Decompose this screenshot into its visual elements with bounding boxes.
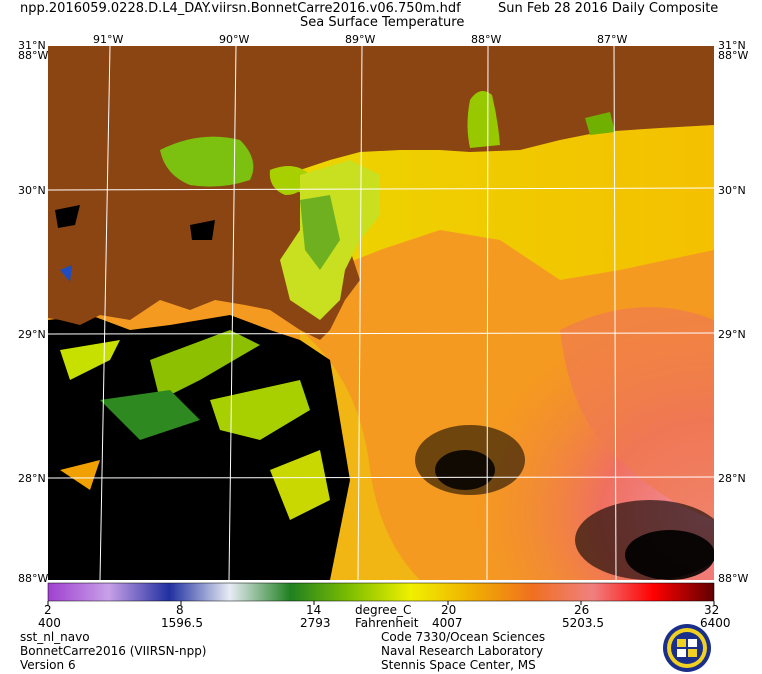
lat-tick-label: 30°N <box>718 184 746 197</box>
pensacola-bay <box>585 112 615 135</box>
colorbar-tick-c: 20 <box>441 603 457 617</box>
corner-label: 31°N <box>18 39 46 52</box>
lat-tick-label: 28°N <box>18 472 46 485</box>
lake-borgne <box>269 166 310 195</box>
lon-tick-labels: 91°W 90°W 89°W 88°W 87°W <box>93 33 627 46</box>
corner-label: 88°W <box>718 49 748 62</box>
colorbar-tick-c: 32 <box>704 603 720 617</box>
lon-tick-label: 88°W <box>471 33 501 46</box>
colorbar-tick-f: 400 <box>38 616 61 630</box>
inland-water <box>190 220 215 240</box>
footer-left-line: BonnetCarre2016 (VIIRSN-npp) <box>20 644 207 658</box>
header-filename: npp.2016059.0228.D.L4_DAY.viirsn.BonnetC… <box>20 1 461 16</box>
inland-water <box>55 205 80 228</box>
colorbar-tick-c: 26 <box>574 603 590 617</box>
corner-label: 88°W <box>718 572 748 585</box>
lat-tick-labels: 30°N 29°N 28°N 30°N 29°N 28°N <box>18 184 746 485</box>
footer-left-line: Version 6 <box>20 658 76 672</box>
data-streak <box>100 390 200 440</box>
colorbar-ticks <box>47 601 715 605</box>
header-product: Sea Surface Temperature <box>300 15 465 30</box>
inland-water <box>60 265 72 282</box>
lon-tick-label: 91°W <box>93 33 123 46</box>
lat-tick-label: 29°N <box>18 328 46 341</box>
colorbar-tick-f: 4007 <box>432 616 463 630</box>
data-streak <box>210 380 310 440</box>
navy-seal-icon <box>663 624 711 672</box>
lon-tick-label: 87°W <box>597 33 627 46</box>
colorbar-unit-secondary: Fahrenheit <box>355 616 419 630</box>
map-image <box>48 46 714 580</box>
colorbar-tick-f: 2793 <box>300 616 331 630</box>
delta-marsh <box>300 195 340 270</box>
footer-left-line: sst_nl_navo <box>20 630 90 644</box>
corner-labels: 31°N 88°W 31°N 88°W 88°W 88°W <box>18 39 748 585</box>
lake-pontchartrain <box>160 136 254 187</box>
no-data-west <box>48 315 350 580</box>
colorbar-unit-primary: degree_C <box>355 603 412 617</box>
graticule <box>48 46 714 580</box>
header-date: Sun Feb 28 2016 Daily Composite <box>498 1 719 16</box>
land-region <box>48 46 714 340</box>
colorbar-tick-f: 1596.5 <box>161 616 203 630</box>
colorbar-tick-f: 6400 <box>700 616 731 630</box>
lat-tick-label: 28°N <box>718 472 746 485</box>
colorbar-tick-c: 14 <box>306 603 322 617</box>
data-streak <box>270 450 330 520</box>
colorbar-tick-c: 2 <box>44 603 52 617</box>
lon-tick-label: 89°W <box>345 33 375 46</box>
data-streak <box>60 340 120 380</box>
lon-tick-label: 90°W <box>219 33 249 46</box>
lat-tick-label: 29°N <box>718 328 746 341</box>
footer-right-line: Stennis Space Center, MS <box>381 658 536 672</box>
footer-right-line: Code 7330/Ocean Sciences <box>381 630 546 644</box>
corner-label: 88°W <box>18 49 48 62</box>
data-streak <box>60 460 100 490</box>
warm-front <box>560 307 714 520</box>
corner-label: 88°W <box>18 572 48 585</box>
corner-label: 31°N <box>718 39 746 52</box>
lat-tick-label: 30°N <box>18 184 46 197</box>
mobile-bay <box>467 91 500 148</box>
colorbar-tick-c: 8 <box>176 603 184 617</box>
footer-right-line: Naval Research Laboratory <box>381 644 544 658</box>
colorbar <box>47 582 715 602</box>
colorbar-tick-f: 5203.5 <box>562 616 604 630</box>
